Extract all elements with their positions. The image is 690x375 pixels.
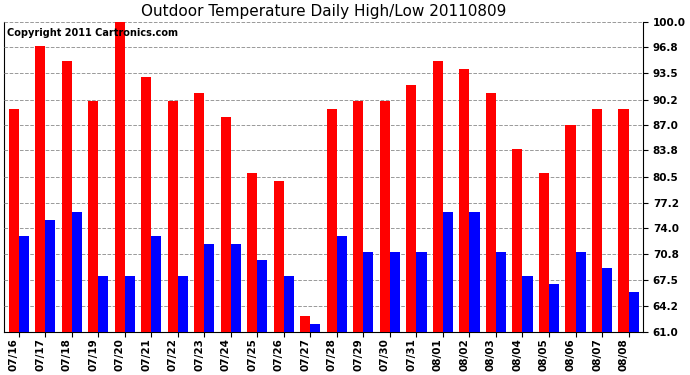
Text: Copyright 2011 Cartronics.com: Copyright 2011 Cartronics.com — [8, 28, 178, 38]
Bar — [141, 77, 151, 332]
Bar — [406, 85, 417, 332]
Bar — [274, 181, 284, 332]
Bar — [513, 149, 522, 332]
Bar — [204, 244, 215, 332]
Bar — [602, 268, 612, 332]
Bar — [433, 62, 443, 332]
Bar — [247, 172, 257, 332]
Bar — [486, 93, 496, 332]
Bar — [443, 212, 453, 332]
Bar — [469, 212, 480, 332]
Bar — [115, 22, 125, 332]
Bar — [168, 101, 178, 332]
Bar — [327, 109, 337, 332]
Title: Outdoor Temperature Daily High/Low 20110809: Outdoor Temperature Daily High/Low 20110… — [141, 4, 506, 19]
Bar — [353, 101, 364, 332]
Bar — [257, 260, 268, 332]
Bar — [300, 316, 310, 332]
Bar — [284, 276, 294, 332]
Bar — [88, 101, 98, 332]
Bar — [125, 276, 135, 332]
Bar — [496, 252, 506, 332]
Bar — [195, 93, 204, 332]
Bar — [61, 62, 72, 332]
Bar — [380, 101, 390, 332]
Bar — [460, 69, 469, 332]
Bar — [231, 244, 241, 332]
Bar — [151, 236, 161, 332]
Bar — [618, 109, 629, 332]
Bar — [565, 125, 575, 332]
Bar — [629, 292, 639, 332]
Bar — [72, 212, 82, 332]
Bar — [310, 324, 320, 332]
Bar — [46, 220, 55, 332]
Bar — [221, 117, 231, 332]
Bar — [364, 252, 373, 332]
Bar — [337, 236, 347, 332]
Bar — [417, 252, 426, 332]
Bar — [549, 284, 559, 332]
Bar — [19, 236, 29, 332]
Bar — [178, 276, 188, 332]
Bar — [522, 276, 533, 332]
Bar — [539, 172, 549, 332]
Bar — [35, 45, 46, 332]
Bar — [9, 109, 19, 332]
Bar — [575, 252, 586, 332]
Bar — [98, 276, 108, 332]
Bar — [592, 109, 602, 332]
Bar — [390, 252, 400, 332]
